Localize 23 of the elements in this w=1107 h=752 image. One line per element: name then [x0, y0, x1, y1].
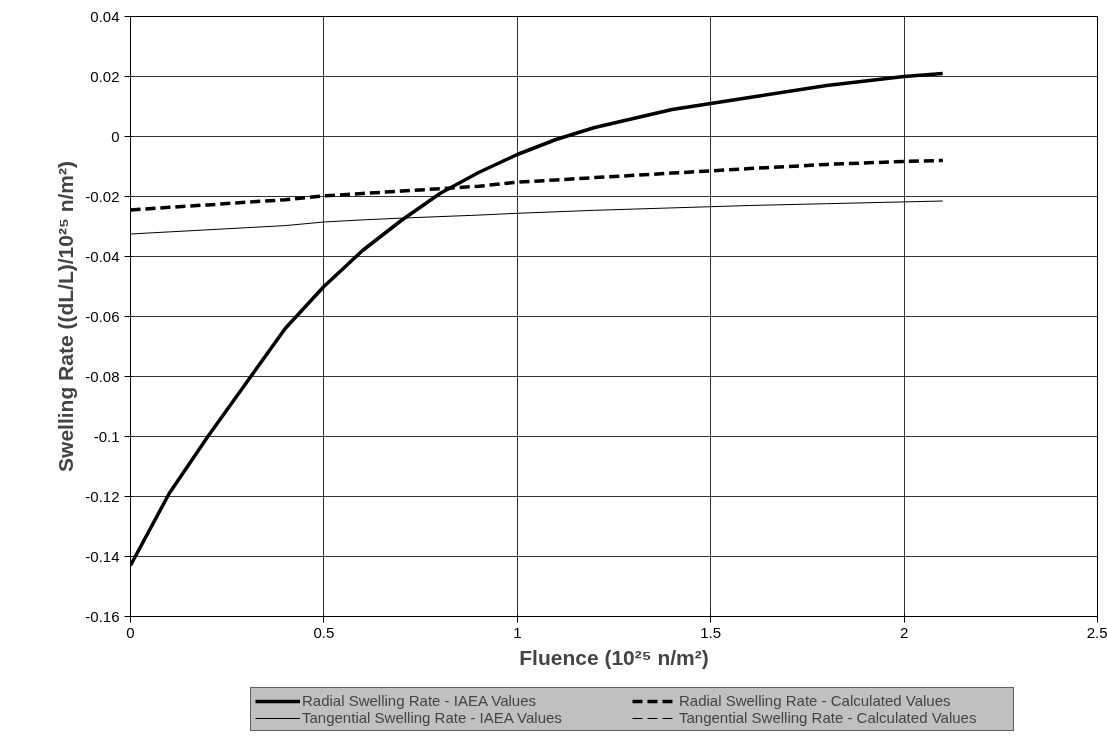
legend-label: Tangential Swelling Rate - IAEA Values — [302, 709, 563, 726]
y-tick-label: -0.1 — [93, 427, 120, 445]
y-tick-label: -0.12 — [85, 487, 120, 505]
x-tick-label: 2.5 — [1086, 623, 1107, 641]
x-axis-title: Fluence (10²⁵ n/m²) — [519, 645, 709, 669]
y-tick-label: -0.02 — [85, 187, 120, 205]
legend-label: Radial Swelling Rate - IAEA Values — [302, 692, 537, 709]
legend-label: Radial Swelling Rate - Calculated Values — [679, 692, 952, 709]
y-tick-label: -0.06 — [85, 307, 120, 325]
y-tick-label: -0.14 — [85, 547, 120, 565]
x-tick-label: 2 — [899, 623, 909, 641]
x-tick-label: 1 — [513, 623, 522, 641]
y-tick-label: 0 — [111, 127, 120, 145]
y-tick-label: 0.04 — [90, 7, 120, 25]
legend-label: Tangential Swelling Rate - Calculated Values — [679, 709, 978, 726]
y-axis-title: Swelling Rate ((dL/L)/10²⁵ n/m²) — [54, 161, 78, 472]
y-tick-label: -0.08 — [85, 367, 120, 385]
y-tick-label: -0.16 — [85, 607, 120, 625]
y-tick-label: 0.02 — [90, 67, 120, 85]
x-tick-label: 1.5 — [700, 623, 722, 641]
x-tick-label: 0.5 — [313, 623, 335, 641]
y-tick-label: -0.04 — [85, 247, 120, 265]
x-tick-label: 0 — [126, 623, 135, 641]
